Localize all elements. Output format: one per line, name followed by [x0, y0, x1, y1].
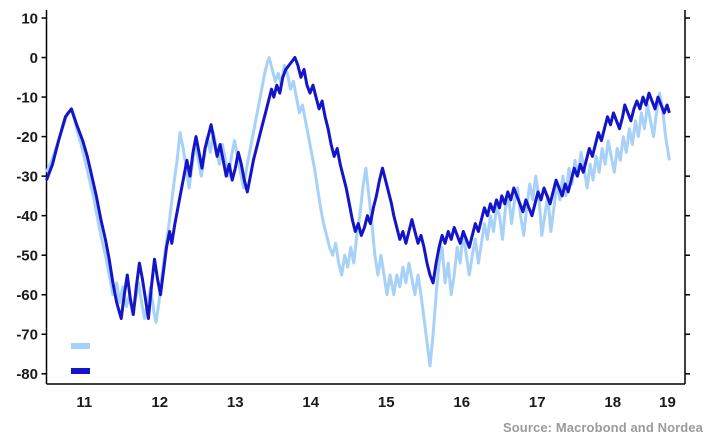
y-tick-label: -30	[16, 168, 38, 185]
y-tick-label: -70	[16, 327, 38, 344]
source-note: Source: Macrobond and Nordea	[503, 420, 703, 435]
x-tick-label: 13	[227, 394, 244, 411]
x-tick-label: 18	[604, 394, 621, 411]
y-tick-label: -50	[16, 247, 38, 264]
x-tick-label: 14	[302, 394, 319, 411]
legend-swatch-dark	[71, 368, 90, 374]
y-tick-label: 0	[30, 50, 38, 67]
y-tick-label: 10	[21, 10, 38, 27]
light-blue-series-line	[45, 56, 671, 368]
x-tick-label: 17	[529, 394, 546, 411]
x-tick-label: 15	[378, 394, 395, 411]
x-tick-label: 11	[76, 394, 92, 411]
x-tick-label: 19	[659, 394, 676, 411]
y-tick-label: -60	[16, 287, 38, 304]
y-tick-label: -10	[16, 89, 38, 106]
dark-blue-series-line	[45, 56, 671, 320]
y-tick-label: -80	[16, 366, 38, 383]
y-tick-label: -40	[16, 208, 38, 225]
legend-swatch-light	[71, 343, 90, 349]
x-tick-label: 16	[453, 394, 470, 411]
y-tick-label: -20	[16, 129, 38, 146]
x-tick-label: 12	[151, 394, 168, 411]
